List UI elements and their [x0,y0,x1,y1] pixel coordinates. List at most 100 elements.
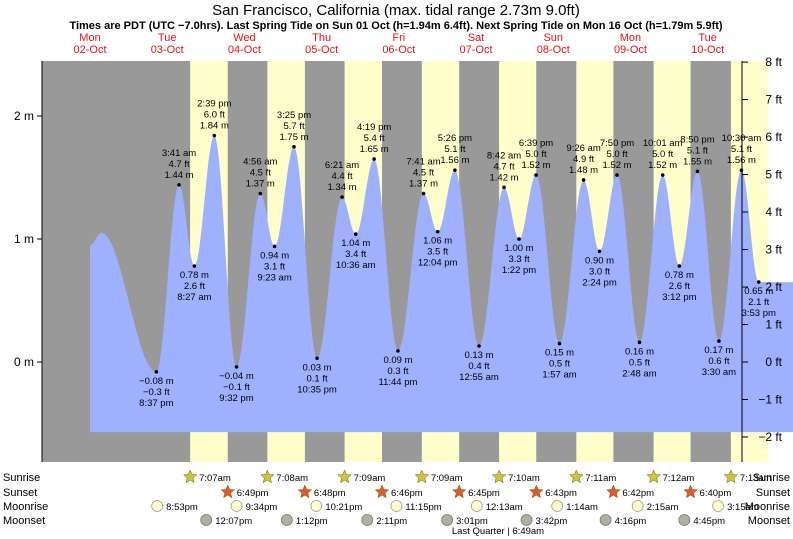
sunset-icon [606,484,621,499]
sunset-row-label-right: Sunset [756,487,790,499]
tide-height-ft: −0.1 ft [223,382,250,393]
tide-height-m: 1.84 m [200,121,229,132]
high-tide-marker: 4:56 am4.5 ft1.37 m [243,156,278,196]
tide-height-m: 1.37 m [409,178,438,189]
tide-time: 10:35 pm [297,384,337,395]
tide-point [756,280,761,284]
sunset-icon [220,484,236,499]
right-tick-label: 6 ft [765,130,782,144]
moonset-icon [280,514,293,526]
high-tide-marker: 4:19 pm5.4 ft1.65 m [357,122,391,161]
day-name: Sun [543,32,563,44]
sunset-time: 6:43pm [545,488,577,499]
sunset-icon [374,484,390,499]
sunrise-icon [723,469,739,484]
moonset-icon [200,514,213,526]
tide-height-m: 1.65 m [360,144,389,155]
tide-time: 3:30 am [702,367,736,378]
moonrise-row-label-left: Moonrise [3,501,48,513]
tide-time: 12:04 pm [418,258,458,269]
sunset-time: 6:49pm [237,488,269,499]
tide-height-m: 1.06 m [423,236,452,247]
moonset-event: 4:16pm [599,514,646,527]
tide-height-ft: 3.1 ft [264,261,285,272]
sunrise-event: 7:10am [491,469,540,484]
sunrise-time: 7:10am [508,473,540,484]
tide-height-ft: 0.5 ft [549,359,570,370]
day-date: 04-Oct [228,44,261,56]
right-tick-label: 1 ft [765,318,782,332]
tide-time: 11:44 pm [379,377,418,388]
moonrise-icon [310,500,323,512]
sunrise-event: 7:08am [260,469,308,484]
left-tick-label: 2 m [14,109,34,123]
tide-height-m: 1.55 m [683,156,712,167]
day-name: Mon [620,32,641,44]
day-name: Mon [79,32,100,44]
tide-point [615,173,619,177]
tide-height-ft: 3.3 ft [508,254,529,265]
sunset-time: 6:46pm [391,488,423,499]
day-date: 06-Oct [382,44,415,56]
tide-height-m: 0.13 m [464,350,493,361]
tide-point [177,183,181,187]
moonrise-event: 8:53pm [151,500,198,513]
astronomy-rows: Sunrise Sunrise 7:07am 7:08am 7:09am 7:09am 7:… [3,469,790,537]
moonrise-row-label-right: Moonrise [745,501,790,513]
right-tick-label: −1 ft [758,392,782,406]
tide-height-m: 0.94 m [260,250,289,261]
sunset-icon [297,484,313,499]
moonrise-time: 11:15pm [405,502,441,513]
sunrise-time: 7:09am [354,473,386,484]
tide-height-m: 0.78 m [180,270,209,281]
right-axis-feet: 8 ft 7 ft 6 ft 5 ft 4 ft 3 ft 2 ft 1 ft 0 ft −1 f… [741,55,783,462]
sunrise-icon [414,469,430,484]
moonset-event: 12:07pm [200,514,252,527]
moonrise-icon [230,500,243,512]
moonset-icon [520,514,533,526]
tide-point [372,157,376,161]
tide-point [154,370,159,374]
high-tide-marker: 6:21 am4.4 ft1.34 m [325,160,359,199]
tide-point [502,185,506,190]
day-name: Thu [312,32,331,44]
low-tide-marker: −0.08 m−0.3 ft8:37 pm [139,370,174,409]
moonset-time: 2:11pm [376,516,407,527]
tide-time: 10:01 am [643,138,683,149]
sunrise-time: 7:11am [585,473,616,484]
moonrise-event: 2:15am [631,500,678,513]
tide-time: 9:32 pm [219,393,253,404]
tide-point [421,191,426,196]
sunrise-icon [569,469,584,484]
tide-height-m: 0.16 m [625,346,654,357]
tide-height-ft: 6.0 ft [204,110,225,121]
tide-height-ft: −0.3 ft [143,387,170,398]
tide-time: 7:50 pm [600,138,634,149]
tide-height-m: 1.48 m [569,165,598,176]
moonset-event: 3:01pm [441,514,488,527]
high-tide-marker: 3:41 am4.7 ft1.44 m [162,148,196,187]
tide-point [234,365,239,369]
low-tide-marker: 0.16 m0.5 ft2:48 am [622,340,657,379]
sunrise-event: 7:12am [646,469,694,484]
day-name: Fri [392,32,405,44]
tide-time: 4:19 pm [357,122,391,133]
tide-time: 1:22 pm [502,265,536,276]
tide-height-m: −0.08 m [139,376,174,387]
moonset-icon [678,514,691,526]
tide-height-ft: 4.5 ft [413,167,434,178]
day-date: 10-Oct [691,44,724,56]
tide-height-m: 1.37 m [246,178,275,189]
tide-height-m: 1.00 m [505,243,534,254]
sunrise-event: 7:13am [723,469,772,484]
chart-title: San Francisco, California (max. tidal ra… [212,2,580,19]
moonrise-event: 10:21pm [310,500,362,513]
tide-time: 6:39 pm [519,138,553,149]
tide-height-ft: 3.5 ft [427,247,448,258]
tide-height-ft: 3.4 ft [345,249,366,260]
moonset-icon [361,514,374,526]
high-tide-marker: 7:41 am4.5 ft1.37 m [406,156,441,196]
moonset-event: 4:45pm [678,514,725,527]
